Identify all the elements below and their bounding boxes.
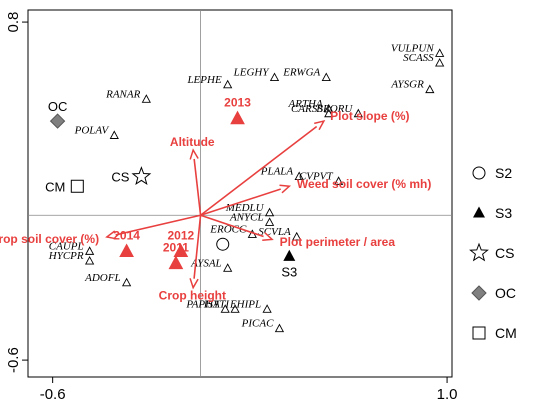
legend-label-s3: S3 xyxy=(495,205,512,221)
group-marker-s3 xyxy=(283,249,296,261)
arrow-plot-perimeter-area xyxy=(200,214,274,242)
species-label-erocc: EROCC xyxy=(209,224,247,236)
arrow-label-plot-perimeter-area: Plot perimeter / area xyxy=(280,235,396,249)
species-point-cvpvt xyxy=(333,176,344,185)
x-tick-label-1-0: 1.0 xyxy=(437,386,458,403)
species-label-adofl: ADOFL xyxy=(84,272,120,284)
group-centroids: OC CS CM S3 xyxy=(45,99,297,279)
species-point-plala xyxy=(294,171,304,180)
species-point-polav xyxy=(109,130,119,139)
species-label-vulpun: VULPUN xyxy=(391,42,434,54)
arrow-crop-height xyxy=(189,215,202,290)
legend-marker-oc xyxy=(471,285,487,301)
legend-label-oc: OC xyxy=(495,285,516,301)
species-point-leghy xyxy=(269,72,280,81)
species-label-leghy: LEGHY xyxy=(233,67,271,79)
group-label-cm: CM xyxy=(45,179,65,194)
year-marker-2012 xyxy=(173,243,189,258)
species-point-vulpun xyxy=(435,48,445,57)
species-point-ehipl xyxy=(262,304,272,313)
species-point-carss xyxy=(324,108,334,118)
y-tick-label-0-8: 0.8 xyxy=(5,12,22,33)
species-point-medlu xyxy=(264,207,275,217)
species-label-broru: BRORU xyxy=(316,103,353,115)
year-label-2012: 2012 xyxy=(167,228,194,242)
arrow-plot-slope xyxy=(200,119,326,216)
species-label-artha: ARTHA xyxy=(288,98,324,110)
arrow-weed-soil-cover-mh xyxy=(200,184,292,216)
species-label-aysgr: AYSGR xyxy=(390,79,424,91)
axis-ticks: -0.6 1.0 0.8 -0.6 xyxy=(5,12,457,403)
year-label-2011: 2011 xyxy=(163,241,189,255)
legend-marker-s2 xyxy=(472,166,486,180)
legend: S2 S3 CS OC CM xyxy=(469,165,517,341)
y-tick-label-0-6: -0.6 xyxy=(5,347,22,373)
species-point-anycl xyxy=(264,217,275,226)
year-marker-2013 xyxy=(230,110,245,125)
species-label-aysal: AYSAL xyxy=(190,257,222,269)
species-label-picac: PICAC xyxy=(241,318,274,330)
species-label-ranar: RANAR xyxy=(105,88,140,100)
species-label-caupl: CAUPL xyxy=(49,240,84,252)
species-point-isati xyxy=(230,304,240,313)
arrow-label-plot-slope: Plot slope (%) xyxy=(330,109,409,123)
arrow-label-altitude: Altitude xyxy=(170,135,215,149)
arrow-crop-soil-cover xyxy=(105,214,201,240)
species-point-erwga xyxy=(321,72,331,81)
legend-label-s2: S2 xyxy=(495,165,512,181)
group-label-s3: S3 xyxy=(281,264,297,279)
species-label-hycpr: HYCPR xyxy=(48,250,84,262)
group-label-oc: OC xyxy=(48,99,68,114)
species-point-scass xyxy=(435,57,445,67)
group-marker-cm xyxy=(70,179,84,193)
species-point-ranar xyxy=(141,94,151,103)
group-marker-s2 xyxy=(216,237,230,251)
species-label-paphy: PAPHY xyxy=(185,298,221,310)
environmental-arrows: Plot slope (%) Weed soil cover (% mh) Alti… xyxy=(0,109,431,302)
species-point-lephe xyxy=(223,79,233,89)
legend-marker-s3 xyxy=(473,206,485,218)
arrow-altitude xyxy=(189,148,202,216)
species-point-scvla xyxy=(292,231,302,241)
species-point-hycpr xyxy=(85,255,95,265)
legend-marker-cs xyxy=(469,242,489,262)
species-point-aysal xyxy=(223,263,233,272)
species-label-ehipl: EHIPL xyxy=(229,298,261,310)
group-marker-oc xyxy=(49,113,66,129)
arrow-label-crop-height: Crop height xyxy=(159,289,226,303)
year-label-2013: 2013 xyxy=(224,96,251,110)
year-label-2014: 2014 xyxy=(113,228,140,242)
species-point-caupl xyxy=(85,246,95,255)
species-label-carss: CARSS xyxy=(291,103,323,115)
species-label-plala: PLALA xyxy=(260,166,294,178)
species-label-anycl: ANYCL xyxy=(229,211,264,223)
species-label-isati: ISATI xyxy=(203,298,231,310)
species-point-broru xyxy=(353,108,363,118)
legend-label-cm: CM xyxy=(495,325,517,341)
species-point-adofl xyxy=(121,277,132,287)
species-label-cvpvt: CVPVT xyxy=(299,170,333,182)
year-marker-2014 xyxy=(119,243,134,258)
x-tick-label-0-6: -0.6 xyxy=(40,386,66,403)
species-point-aysgr xyxy=(425,84,435,94)
group-marker-cs xyxy=(131,166,152,186)
zero-lines xyxy=(28,10,452,377)
plot-frame xyxy=(27,9,453,378)
species-label-lephe: LEPHE xyxy=(186,74,222,86)
legend-marker-cm xyxy=(472,326,486,340)
species-label-polav: POLAV xyxy=(74,125,110,137)
group-label-cs: CS xyxy=(111,170,129,185)
species-point-picac xyxy=(274,323,285,333)
species-label-erwga: ERWGA xyxy=(282,67,320,79)
legend-label-cs: CS xyxy=(495,245,514,261)
species-point-paphy xyxy=(220,304,230,313)
species-label-scass: SCASS xyxy=(403,52,434,64)
arrow-label-weed-soil-cover-mh: Weed soil cover (% mh) xyxy=(297,177,431,191)
year-marker-2011 xyxy=(168,255,184,270)
arrow-label-crop-soil-cover: Crop soil cover (%) xyxy=(0,232,99,246)
